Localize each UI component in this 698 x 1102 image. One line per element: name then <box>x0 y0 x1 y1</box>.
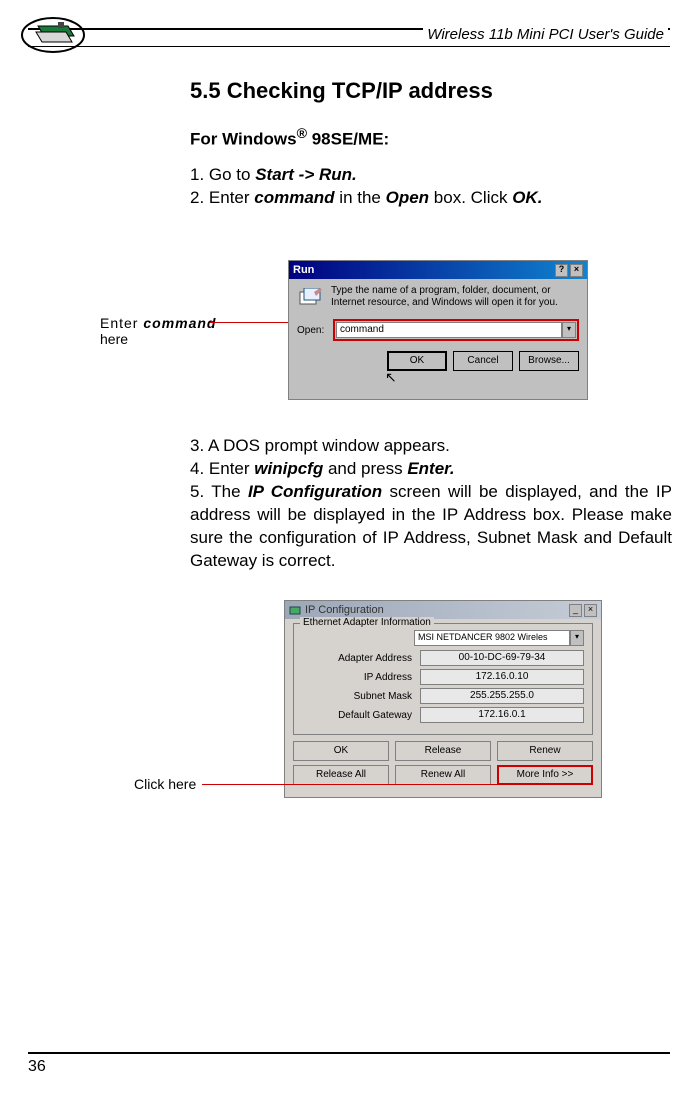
adapter-info-group: Ethernet Adapter Information MSI NETDANC… <box>293 623 593 735</box>
ip-address-value: 172.16.0.10 <box>420 669 584 685</box>
step2-pre: 2. Enter <box>190 188 254 207</box>
step5-em: IP Configuration <box>248 482 382 501</box>
more-info-button[interactable]: More Info >> <box>497 765 593 785</box>
annot1-em: command <box>143 315 216 331</box>
open-input[interactable]: command <box>336 322 562 338</box>
adapter-address-label: Adapter Address <box>302 653 420 664</box>
adapter-value: MSI NETDANCER 9802 Wireles <box>414 630 570 646</box>
default-gateway-value: 172.16.0.1 <box>420 707 584 723</box>
step2-mid: in the <box>335 188 386 207</box>
header-title: Wireless 11b Mini PCI User's Guide <box>423 26 668 43</box>
ipconfig-buttons: OK Release Renew Release All Renew All M… <box>293 741 593 785</box>
group-title: Ethernet Adapter Information <box>300 617 434 628</box>
cancel-button[interactable]: Cancel <box>453 351 513 371</box>
ipconfig-dialog: IP Configuration _ × Ethernet Adapter In… <box>284 600 602 798</box>
chevron-down-icon[interactable]: ▾ <box>562 322 576 338</box>
ok-button[interactable]: OK <box>293 741 389 761</box>
close-icon[interactable]: × <box>584 604 597 617</box>
step-4: 4. Enter winipcfg and press Enter. <box>190 458 672 481</box>
renew-button[interactable]: Renew <box>497 741 593 761</box>
ok-button[interactable]: OK <box>387 351 447 371</box>
step4-em2: Enter. <box>407 459 454 478</box>
content-column: 5.5 Checking TCP/IP address For Windows®… <box>190 78 672 210</box>
annot1-post: here <box>100 331 128 347</box>
step2-em2: Open <box>386 188 429 207</box>
step2-em3: OK. <box>512 188 542 207</box>
open-field-highlight: command ▾ <box>333 319 579 341</box>
logo-icon <box>20 16 86 54</box>
release-all-button[interactable]: Release All <box>293 765 389 785</box>
ipconfig-icon <box>289 604 301 616</box>
sub-title-post: 98SE/ME: <box>307 130 389 149</box>
annotation-line-2 <box>202 784 502 785</box>
subnet-mask-value: 255.255.255.0 <box>420 688 584 704</box>
browse-button[interactable]: Browse... <box>519 351 579 371</box>
run-description: Type the name of a program, folder, docu… <box>331 285 579 309</box>
subnet-mask-label: Subnet Mask <box>302 691 420 702</box>
renew-all-button[interactable]: Renew All <box>395 765 491 785</box>
page-number: 36 <box>28 1058 46 1076</box>
step-2: 2. Enter command in the Open box. Click … <box>190 187 672 210</box>
run-title: Run <box>293 264 314 276</box>
cursor-icon: ↖ <box>385 369 397 386</box>
step-3: 3. A DOS prompt window appears. <box>190 435 672 458</box>
run-body: Type the name of a program, folder, docu… <box>289 279 587 379</box>
step4-em1: winipcfg <box>254 459 323 478</box>
annotation-enter-command: Enter command here <box>100 315 260 347</box>
step2-mid2: box. Click <box>429 188 512 207</box>
step2-em1: command <box>254 188 334 207</box>
footer-rule <box>28 1052 670 1054</box>
help-icon[interactable]: ? <box>555 264 568 277</box>
step4-mid: and press <box>323 459 407 478</box>
run-dialog: Run ? × Type the name of a program, fold… <box>288 260 588 400</box>
section-heading: 5.5 Checking TCP/IP address <box>190 78 672 104</box>
annot1-pre: Enter <box>100 315 143 331</box>
ipconfig-title: IP Configuration <box>305 604 384 616</box>
step1-em: Start -> Run. <box>255 165 357 184</box>
run-titlebar[interactable]: Run ? × <box>289 261 587 279</box>
registered-mark: ® <box>297 126 307 142</box>
step5-pre: 5. The <box>190 482 248 501</box>
minimize-icon[interactable]: _ <box>569 604 582 617</box>
release-button[interactable]: Release <box>395 741 491 761</box>
step-5: 5. The IP Configuration screen will be d… <box>190 481 672 573</box>
titlebar-buttons: ? × <box>555 264 583 277</box>
open-label: Open: <box>297 325 327 336</box>
adapter-combo[interactable]: MSI NETDANCER 9802 Wireles ▾ <box>414 630 584 646</box>
run-icon <box>297 285 325 313</box>
header-rule-bottom <box>28 46 670 47</box>
sub-title-pre: For Windows <box>190 130 297 149</box>
subsection-heading: For Windows® 98SE/ME: <box>190 126 672 150</box>
step4-pre: 4. Enter <box>190 459 254 478</box>
annotation-click-here: Click here <box>134 776 196 792</box>
ip-address-label: IP Address <box>302 672 420 683</box>
adapter-address-value: 00-10-DC-69-79-34 <box>420 650 584 666</box>
step1-pre: 1. Go to <box>190 165 255 184</box>
content-column-2: 3. A DOS prompt window appears. 4. Enter… <box>190 435 672 573</box>
default-gateway-label: Default Gateway <box>302 710 420 721</box>
chevron-down-icon[interactable]: ▾ <box>570 630 584 646</box>
step-1: 1. Go to Start -> Run. <box>190 164 672 187</box>
close-icon[interactable]: × <box>570 264 583 277</box>
